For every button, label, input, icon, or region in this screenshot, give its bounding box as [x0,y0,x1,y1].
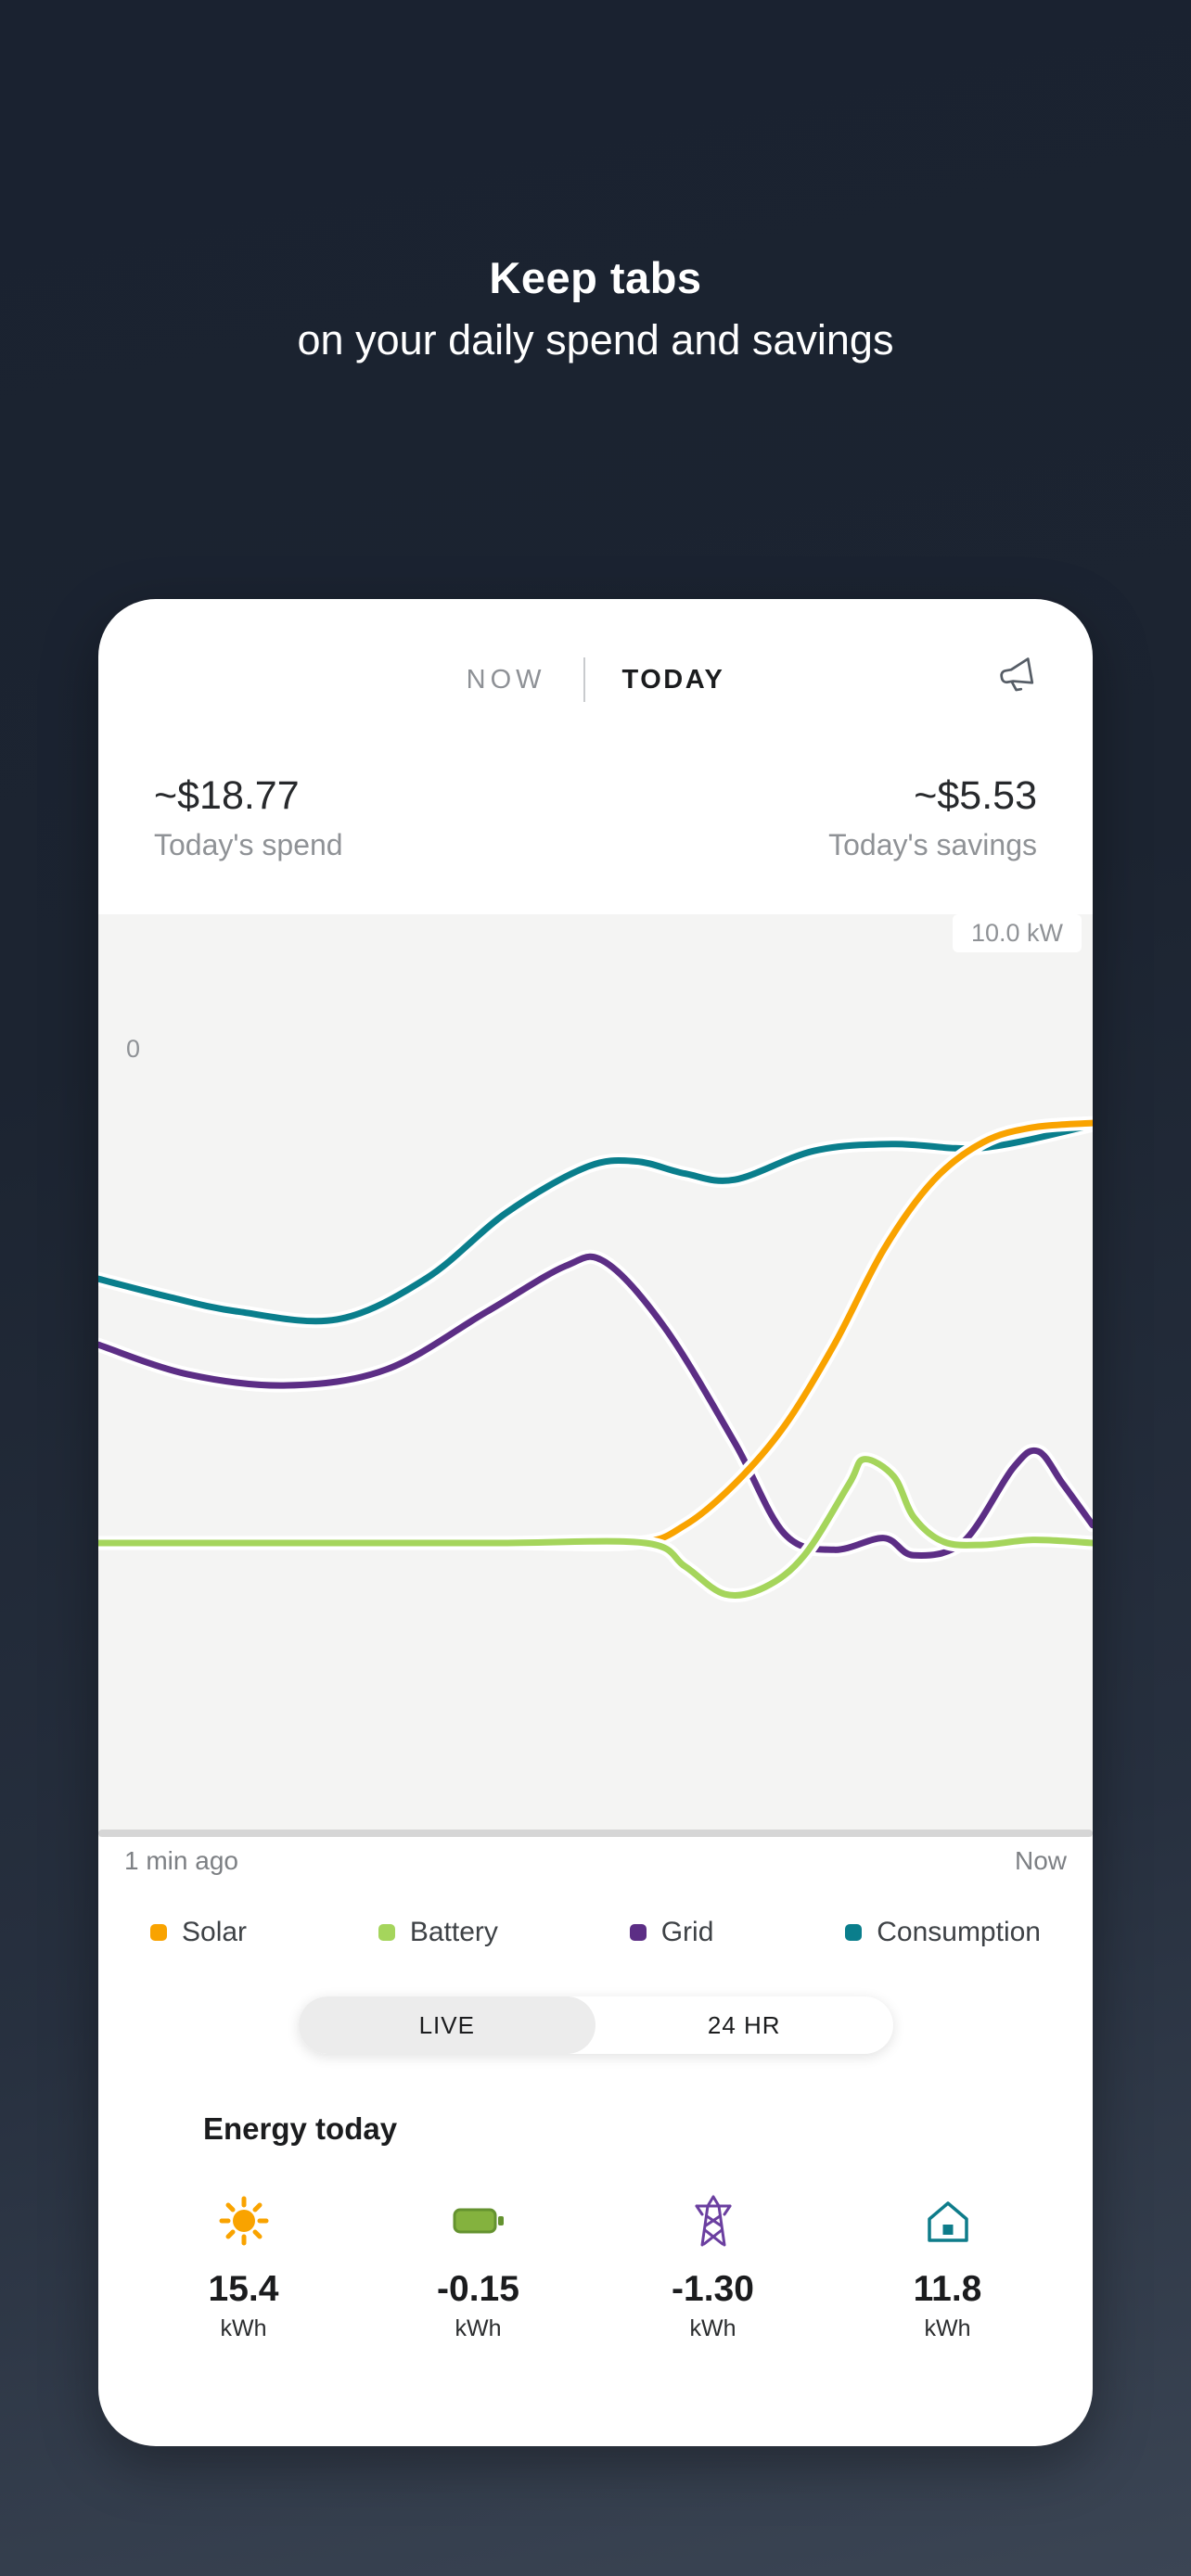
home-energy-value: 11.8 [913,2269,982,2309]
hero-subtitle: on your daily spend and savings [297,316,894,363]
battery-energy-unit: kWh [455,2315,502,2341]
legend-item-solar[interactable]: Solar [150,1917,247,1948]
grid-energy-unit: kWh [689,2315,736,2341]
y-axis-zero-label: 0 [126,1035,141,1063]
energy-item-solar: 15.4 kWh [126,2189,361,2342]
tab-divider [583,657,585,702]
solar-energy-unit: kWh [220,2315,267,2341]
legend-item-battery[interactable]: Battery [378,1917,498,1948]
y-axis-max-label: 10.0 kW [952,914,1082,952]
home-energy-unit: kWh [924,2315,971,2341]
chart-line-consumption [98,1121,1093,1325]
legend-label: Battery [409,1917,498,1947]
time-start-label: 1 min ago [124,1846,238,1875]
hero-heading: Keep tabs on your daily spend and saving… [0,0,1191,364]
chart-canvas[interactable] [98,914,1093,1837]
legend-label: Grid [660,1917,714,1947]
energy-item-home: 11.8 kWh [830,2189,1065,2342]
chart-scrubber[interactable] [98,1830,1093,1837]
legend-label: Consumption [877,1917,1041,1947]
consumption-legend-dot-icon [845,1924,863,1941]
daily-stats: ~$18.77 Today's spend ~$5.53 Today's sav… [98,773,1093,862]
savings-label: Today's savings [828,828,1037,861]
solar-legend-dot-icon [150,1924,167,1941]
chart-line-grid [98,1253,1093,1559]
legend-item-grid[interactable]: Grid [629,1917,714,1948]
segment-24hr[interactable]: 24 HR [707,2010,781,2039]
energy-item-battery: -0.15 kWh [361,2189,596,2342]
savings-stat: ~$5.53 Today's savings [828,773,1037,862]
energy-today-heading: Energy today [203,2111,398,2146]
solar-energy-value: 15.4 [208,2269,279,2309]
spend-label: Today's spend [154,828,343,861]
energy-card: NOW TODAY ~$18.77 Today's spend ~$5.53 T… [98,599,1093,2446]
live-power-chart[interactable]: 10.0 kW 0 [98,914,1093,1837]
tab-now[interactable]: NOW [466,664,546,695]
house-icon [918,2189,978,2252]
chart-legend: Solar Battery Grid Consumption [98,1917,1093,1948]
chart-time-axis: 1 min ago Now [98,1837,1093,1876]
spend-value: ~$18.77 [154,773,300,818]
card-tab-bar: NOW TODAY [98,647,1093,712]
energy-item-grid: -1.30 kWh [596,2189,830,2342]
battery-energy-value: -0.15 [437,2269,519,2309]
savings-value: ~$5.53 [914,773,1037,818]
grid-legend-dot-icon [629,1924,647,1941]
battery-legend-dot-icon [378,1924,395,1941]
grid-energy-value: -1.30 [672,2269,754,2309]
legend-label: Solar [182,1917,248,1947]
megaphone-icon[interactable] [992,651,1043,705]
chart-line-solar [98,1119,1093,1548]
transmission-tower-icon [684,2189,743,2252]
hero-title: Keep tabs [489,253,702,302]
sun-icon [214,2189,274,2252]
legend-item-consumption[interactable]: Consumption [845,1917,1041,1948]
battery-icon [449,2189,508,2252]
segment-live[interactable]: LIVE [298,1996,596,2054]
spend-stat: ~$18.77 Today's spend [154,773,343,862]
chart-line-battery [98,1456,1093,1600]
energy-today-grid: 15.4 kWh -0.15 kWh [98,2189,1093,2342]
live-24hr-segmented-control: LIVE 24 HR [298,1996,893,2054]
tab-today[interactable]: TODAY [621,664,725,695]
time-end-label: Now [1014,1846,1067,1875]
